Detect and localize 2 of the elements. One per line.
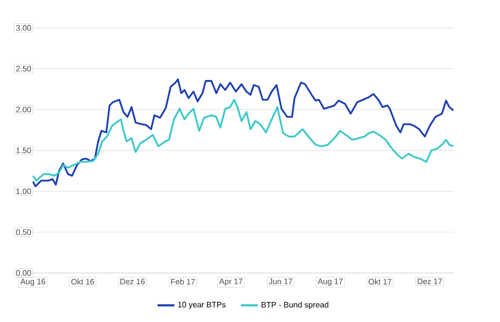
line-series — [32, 78, 454, 188]
line-series — [32, 98, 454, 182]
